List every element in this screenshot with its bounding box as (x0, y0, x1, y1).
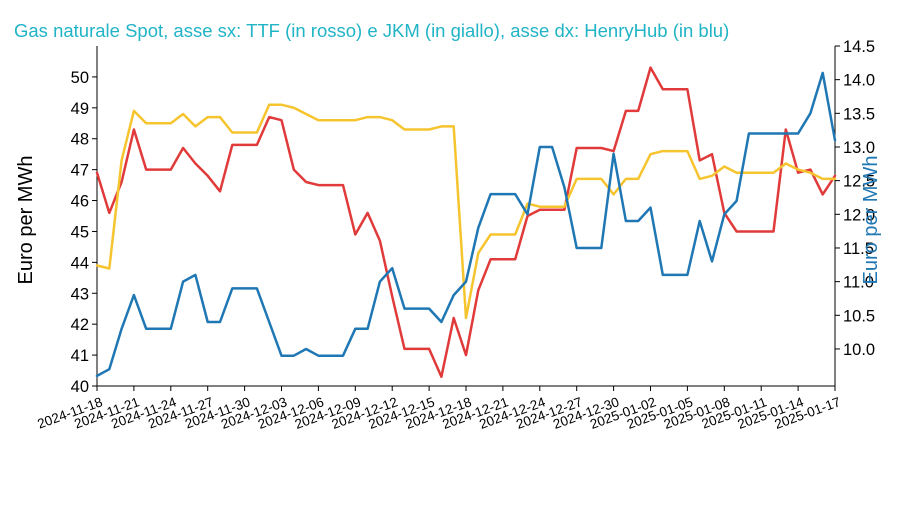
y-tick-label-left: 43 (71, 285, 89, 303)
y-axis-title-right: Euro per MWh (860, 156, 882, 285)
series-line-ttf (95, 66, 837, 378)
y-tick-label-right: 11.0 (843, 274, 874, 292)
y-tick-label-left: 50 (71, 69, 89, 87)
axes: 40 41 42 43 44 45 46 47 48 49 50 10.0 10.5 11.0 11.5 12… (35, 38, 875, 432)
y-tick-label-right: 13.0 (843, 139, 875, 157)
y-tick-label-right: 12.0 (843, 206, 875, 224)
series-line-henryhub (95, 71, 837, 378)
chart-title: Gas naturale Spot, asse sx: TTF (in ross… (14, 20, 730, 41)
y-tick-label-left: 49 (71, 100, 89, 118)
y-tick-label-right: 14.5 (843, 38, 875, 56)
y-tick-label-right: 14.0 (843, 72, 875, 90)
series-layer (95, 66, 837, 378)
y-tick-label-left: 42 (71, 316, 89, 334)
y-tick-label-left: 45 (71, 223, 89, 241)
y-axis-title-left: Euro per MWh (15, 156, 37, 285)
series-line-jkm (95, 103, 837, 320)
y-tick-label-left: 48 (71, 131, 89, 149)
y-tick-label-left: 40 (71, 378, 89, 396)
y-tick-label-right: 10.0 (843, 341, 875, 359)
y-tick-label-right: 13.5 (843, 105, 875, 123)
y-tick-label-right: 10.5 (843, 307, 875, 325)
y-tick-label-left: 41 (71, 347, 89, 365)
y-tick-label-left: 46 (71, 193, 89, 211)
y-tick-label-left: 44 (71, 254, 89, 272)
y-tick-label-right: 12.5 (843, 173, 875, 191)
y-tick-label-right: 11.5 (843, 240, 874, 258)
y-tick-label-left: 47 (71, 162, 89, 180)
